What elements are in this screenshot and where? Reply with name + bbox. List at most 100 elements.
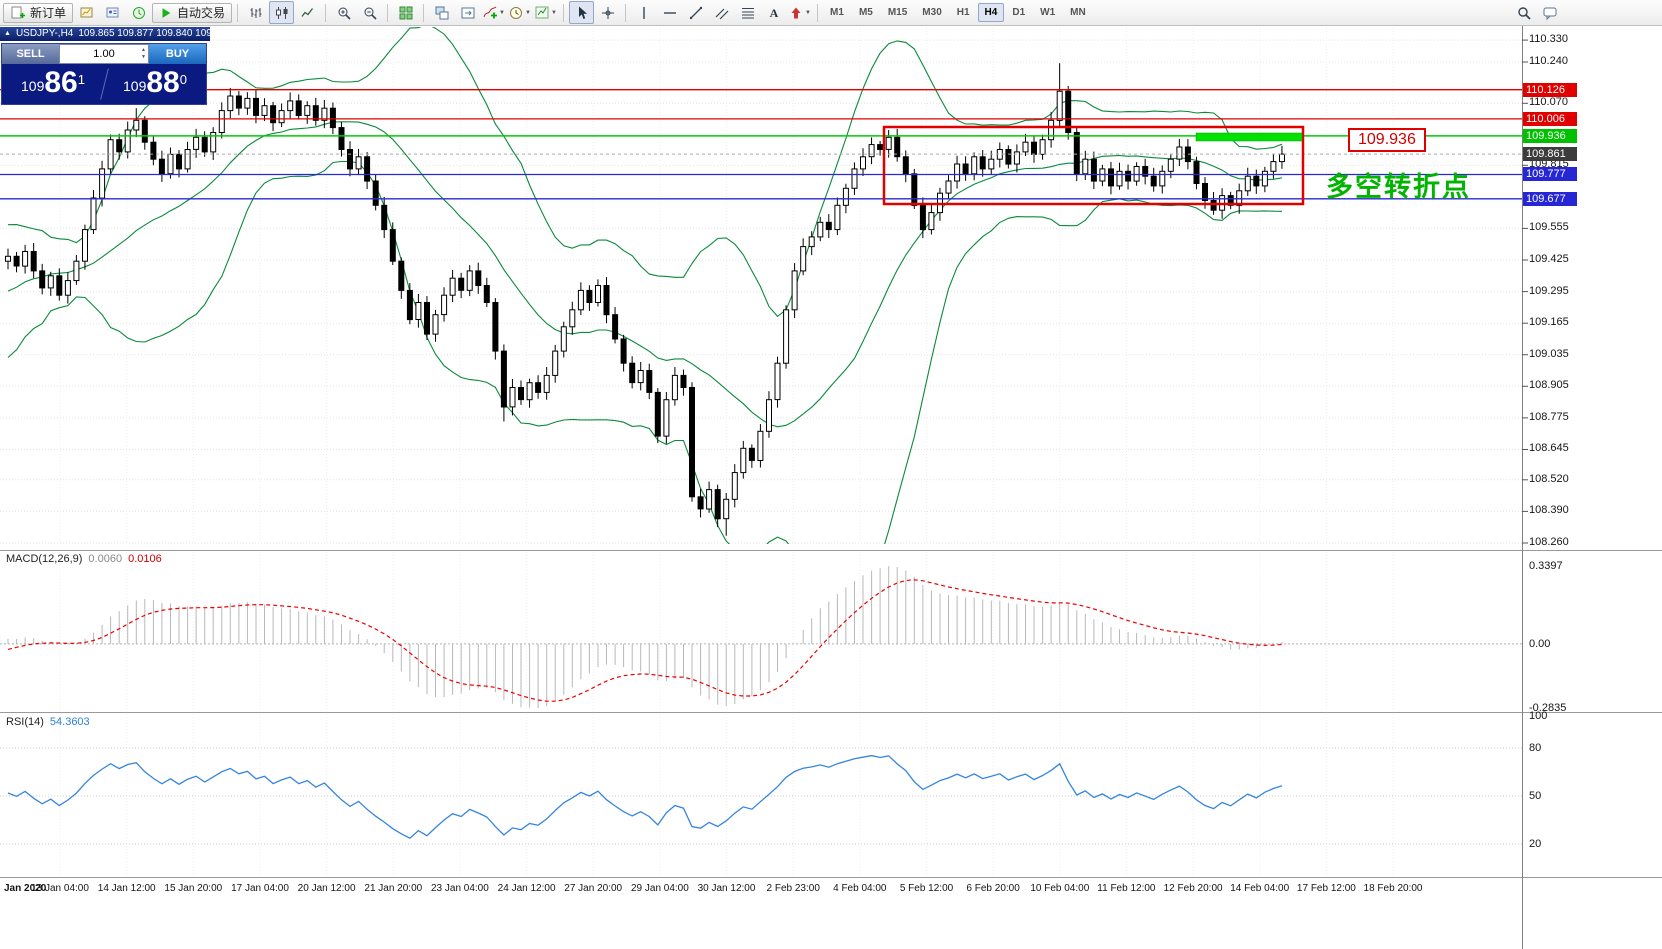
periods-icon[interactable]: ▼	[507, 1, 532, 24]
rsi-axis-label: 20	[1529, 838, 1542, 850]
bid-price-button[interactable]: 109 86 1	[2, 64, 104, 104]
price-badge: 109.861	[1523, 147, 1577, 161]
rsi-indicator-label: RSI(14) 54.3603	[6, 716, 90, 728]
timeframe-m15[interactable]: M15	[887, 7, 908, 18]
price-level-label[interactable]: 109.936	[1348, 128, 1426, 152]
autotrading-button[interactable]: 自动交易	[152, 2, 233, 23]
time-label: 20 Jan 12:00	[297, 883, 356, 894]
trendline-icon[interactable]	[683, 1, 708, 24]
search-icon[interactable]	[1511, 1, 1536, 24]
rsi-axis-label: 50	[1529, 790, 1542, 802]
timeframe-m5[interactable]: M5	[858, 7, 873, 18]
macd-axis-label: 0.00	[1529, 638, 1551, 650]
timeframe-mn[interactable]: MN	[1070, 7, 1086, 18]
horizontal-line-icon[interactable]	[657, 1, 682, 24]
time-label: 15 Jan 20:00	[164, 883, 223, 894]
toolbar-separator	[563, 3, 565, 22]
resistance-highlight-bar[interactable]	[1195, 132, 1303, 142]
zoom-out-icon[interactable]	[357, 1, 382, 24]
rsi-value: 54.3603	[49, 716, 90, 728]
volume-input[interactable]: 1.00 ▲ ▼	[59, 44, 149, 64]
price-tick: 109.035	[1529, 348, 1569, 360]
price-tick: 108.645	[1529, 442, 1569, 454]
templates-icon[interactable]: ▼	[533, 1, 558, 24]
price-tick: 108.905	[1529, 379, 1569, 391]
price-badge: 109.677	[1523, 192, 1577, 206]
time-label: 6 Feb 20:00	[966, 883, 1020, 894]
tile-windows-icon[interactable]	[393, 1, 418, 24]
timeframe-d1[interactable]: D1	[1012, 7, 1026, 18]
chart-shift-icon[interactable]	[455, 1, 480, 24]
candlestick-chart-icon[interactable]	[269, 1, 295, 24]
timeframe-w1[interactable]: W1	[1040, 7, 1056, 18]
toolbar-separator	[423, 3, 425, 22]
price-tick: 110.330	[1529, 33, 1568, 45]
price-tick: 110.240	[1529, 55, 1568, 67]
new-order-button[interactable]: 新订单	[3, 2, 74, 23]
channel-icon[interactable]	[709, 1, 734, 24]
chart-window-titlebar: ▲ USDJPY-,H4 109.865 109.877 109.840 109…	[0, 27, 231, 41]
profiles-icon[interactable]	[100, 1, 125, 24]
fibonacci-icon[interactable]	[735, 1, 760, 24]
time-label: 17 Feb 12:00	[1296, 883, 1356, 894]
zoom-in-icon[interactable]	[331, 1, 356, 24]
cursor-icon[interactable]	[569, 1, 595, 24]
time-label: 2 Feb 23:00	[766, 883, 820, 894]
ask-sup: 0	[179, 72, 187, 87]
timeframe-m1[interactable]: M1	[830, 7, 844, 18]
text-label-icon[interactable]: A	[761, 1, 786, 24]
time-label: 30 Jan 12:00	[697, 883, 756, 894]
market-watch-icon[interactable]	[126, 1, 151, 24]
macd-axis-label: -0.2835	[1529, 702, 1567, 714]
ask-main: 109	[123, 78, 147, 94]
time-label: Jan 2020	[4, 883, 47, 894]
macd-layer	[0, 566, 1522, 708]
svg-text:A: A	[769, 6, 778, 20]
price-badge: 110.006	[1523, 112, 1577, 126]
price-tick: 108.260	[1529, 536, 1569, 548]
toolbar-separator	[325, 3, 327, 22]
line-chart-icon[interactable]	[295, 1, 320, 24]
price-tick: 108.390	[1529, 504, 1569, 516]
rsi-name: RSI(14)	[6, 716, 44, 728]
price-badge: 110.126	[1523, 83, 1577, 97]
time-label: 5 Feb 12:00	[899, 883, 954, 894]
consolidation-box[interactable]	[882, 125, 1305, 206]
help-bubble-icon[interactable]	[1537, 1, 1562, 24]
time-label: 23 Jan 04:00	[430, 883, 489, 894]
vertical-line-icon[interactable]	[631, 1, 656, 24]
main-toolbar: 新订单 自动交易 ▼ ▼ ▼ A ▼ M1 M5 M15 M30 H1 H4 D1 W1 MN	[0, 0, 1662, 26]
macd-value-2: 0.0106	[128, 553, 162, 565]
bar-chart-icon[interactable]	[243, 1, 268, 24]
indicators-icon[interactable]: ▼	[481, 1, 506, 24]
turning-point-label[interactable]: 多空转折点	[1326, 172, 1471, 202]
crosshair-icon[interactable]	[595, 1, 620, 24]
bid-sup: 1	[77, 72, 85, 87]
collapse-panel-icon[interactable]: ▲	[4, 30, 11, 37]
timeframe-h4[interactable]: H4	[977, 3, 1005, 22]
macd-indicator-label: MACD(12,26,9) 0.0060 0.0106	[6, 553, 162, 565]
price-tick: 109.425	[1529, 253, 1569, 265]
time-axis: Jan 2020 13 Jan 04:00 14 Jan 12:00 15 Jan 2…	[0, 877, 1522, 899]
toolbar-separator	[625, 3, 627, 22]
candles-layer	[5, 63, 1285, 536]
time-label: 10 Feb 04:00	[1030, 883, 1090, 894]
rsi-axis-label: 100	[1529, 710, 1548, 722]
rsi-layer	[0, 747, 1522, 845]
ask-price-button[interactable]: 109 88 0	[104, 64, 206, 104]
buy-button[interactable]: BUY	[149, 44, 206, 64]
price-badge: 109.936	[1523, 129, 1577, 143]
time-label: 24 Jan 12:00	[497, 883, 556, 894]
volume-spinner[interactable]: ▲ ▼	[141, 47, 146, 60]
timeframe-h1[interactable]: H1	[956, 7, 970, 18]
time-label: 27 Jan 20:00	[564, 883, 623, 894]
timeframe-m30[interactable]: M30	[922, 7, 942, 18]
time-label: 17 Jan 04:00	[231, 883, 289, 894]
sell-button[interactable]: SELL	[2, 44, 59, 64]
arrow-objects-icon[interactable]: ▼	[787, 1, 812, 24]
macd-value-1: 0.0060	[88, 553, 123, 565]
new-chart-icon[interactable]	[74, 1, 99, 24]
cascade-windows-icon[interactable]	[429, 1, 454, 24]
price-tick: 108.775	[1529, 411, 1569, 423]
